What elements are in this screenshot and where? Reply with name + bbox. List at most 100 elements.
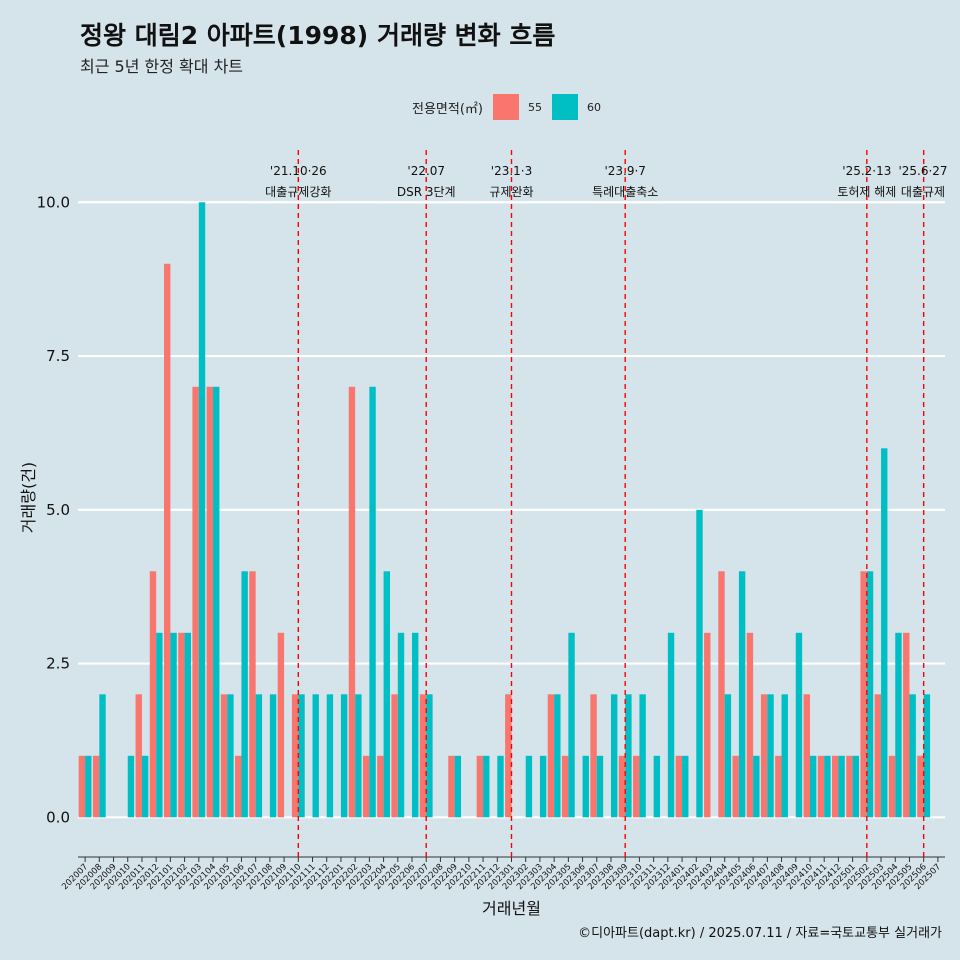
bar-60-202010 <box>127 755 135 818</box>
bar-55-202202 <box>348 386 356 818</box>
bar-55-202211 <box>476 755 484 818</box>
bar-60-202011 <box>141 755 149 818</box>
bar-60-202502 <box>866 571 874 818</box>
bar-55-202101 <box>163 263 171 818</box>
bar-55-202008 <box>92 755 100 818</box>
event-name-label: 규제완화 <box>489 185 533 199</box>
bar-60-202506 <box>923 694 931 818</box>
bar-60-202101 <box>170 632 177 818</box>
bar-55-202411 <box>817 755 825 818</box>
bar-60-202203 <box>369 386 376 818</box>
caption: ©디아파트(dapt.kr) / 2025.07.11 / 자료=국토교통부 실… <box>578 926 942 941</box>
bar-60-202311 <box>653 755 661 818</box>
bar-60-202309 <box>625 694 632 818</box>
y-axis-title: 거래량(건) <box>19 462 38 533</box>
bar-55-202105 <box>220 694 228 818</box>
y-tick-label: 2.5 <box>46 655 70 673</box>
event-date-label: '25.6·27 <box>898 164 947 178</box>
bar-55-202107 <box>249 571 256 818</box>
bar-55-202304 <box>547 694 555 818</box>
bar-55-202207 <box>419 694 427 818</box>
y-tick-label: 5.0 <box>46 501 70 519</box>
bar-60-202102 <box>184 632 191 818</box>
bar-60-202411 <box>824 755 831 818</box>
bar-60-202304 <box>554 694 561 818</box>
legend: 전용면적(㎡) 55 60 <box>412 93 611 121</box>
bar-55-202410 <box>803 694 810 818</box>
bar-55-202305 <box>561 755 569 818</box>
event-name-label: 특례대출축소 <box>592 185 658 199</box>
chart-subtitle: 최근 5년 한정 확대 차트 <box>80 57 244 76</box>
bar-60-202303 <box>539 755 547 818</box>
bar-60-202209 <box>454 755 462 818</box>
bar-55-202007 <box>78 755 86 818</box>
bar-60-202412 <box>838 755 845 818</box>
event-name-label: 대출규제강화 <box>265 185 331 199</box>
bar-55-202408 <box>775 755 782 818</box>
bar-60-202406 <box>753 755 760 818</box>
bar-55-202407 <box>760 694 768 818</box>
bar-60-202108 <box>269 694 277 818</box>
bar-55-202405 <box>732 755 739 818</box>
bar-55-202109 <box>277 632 285 818</box>
bar-55-202506 <box>917 755 924 818</box>
chart-title: 정왕 대림2 아파트(1998) 거래량 변화 흐름 <box>80 21 556 50</box>
bar-60-202505 <box>909 694 916 818</box>
legend-swatch-55 <box>492 94 519 120</box>
bar-60-202310 <box>639 694 646 818</box>
bar-60-202008 <box>99 694 106 818</box>
bar-60-202105 <box>227 694 234 818</box>
bar-60-202204 <box>383 571 390 818</box>
y-tick-label: 10.0 <box>37 193 70 211</box>
event-date-label: '25.2·13 <box>842 164 891 178</box>
bar-60-202012 <box>156 632 163 818</box>
bar-55-202204 <box>377 755 384 818</box>
legend-label-55: 55 <box>527 100 542 114</box>
bar-60-202401 <box>682 755 689 818</box>
bar-55-202103 <box>192 386 199 818</box>
bar-60-202504 <box>895 632 902 818</box>
bar-60-202305 <box>568 632 575 818</box>
bar-55-202310 <box>633 755 640 818</box>
bar-60-202302 <box>525 755 533 818</box>
bar-55-202412 <box>832 755 839 818</box>
bar-55-202505 <box>903 632 910 818</box>
bar-60-202409 <box>795 632 803 818</box>
bar-55-202401 <box>675 755 683 818</box>
bar-60-202104 <box>213 386 220 818</box>
bar-55-202309 <box>618 755 626 818</box>
bar-55-202012 <box>149 571 157 818</box>
bar-60-202106 <box>241 571 248 818</box>
bar-60-202307 <box>596 755 604 818</box>
event-date-label: '22.07 <box>407 164 445 178</box>
bar-60-202501 <box>852 755 860 818</box>
bar-55-202104 <box>206 386 214 818</box>
bar-60-202205 <box>397 632 405 818</box>
bar-55-202209 <box>448 755 455 818</box>
event-name-label: 대출규제 <box>901 185 945 199</box>
bar-55-202406 <box>746 632 754 818</box>
bar-60-202211 <box>483 755 490 818</box>
bar-55-202205 <box>391 694 398 818</box>
bar-55-202011 <box>135 694 142 818</box>
bar-55-202203 <box>362 755 370 818</box>
bar-60-202111 <box>312 694 319 818</box>
event-name-label: DSR 3단계 <box>397 185 456 199</box>
bar-55-202110 <box>291 694 299 818</box>
bar-55-202503 <box>874 694 882 818</box>
bar-60-202207 <box>426 694 433 818</box>
bar-60-202201 <box>340 694 348 818</box>
bar-60-202202 <box>355 694 362 818</box>
bar-60-202007 <box>85 755 92 818</box>
y-tick-label: 0.0 <box>46 808 70 826</box>
legend-swatch-60 <box>551 94 578 120</box>
bar-55-202307 <box>590 694 597 818</box>
bar-60-202308 <box>610 694 618 818</box>
event-date-label: '23.1·3 <box>491 164 532 178</box>
bar-60-202206 <box>412 632 419 818</box>
bar-60-202306 <box>582 755 589 818</box>
bar-60-202404 <box>724 694 732 818</box>
legend-title: 전용면적(㎡) <box>412 101 483 117</box>
bar-55-202501 <box>846 755 853 818</box>
